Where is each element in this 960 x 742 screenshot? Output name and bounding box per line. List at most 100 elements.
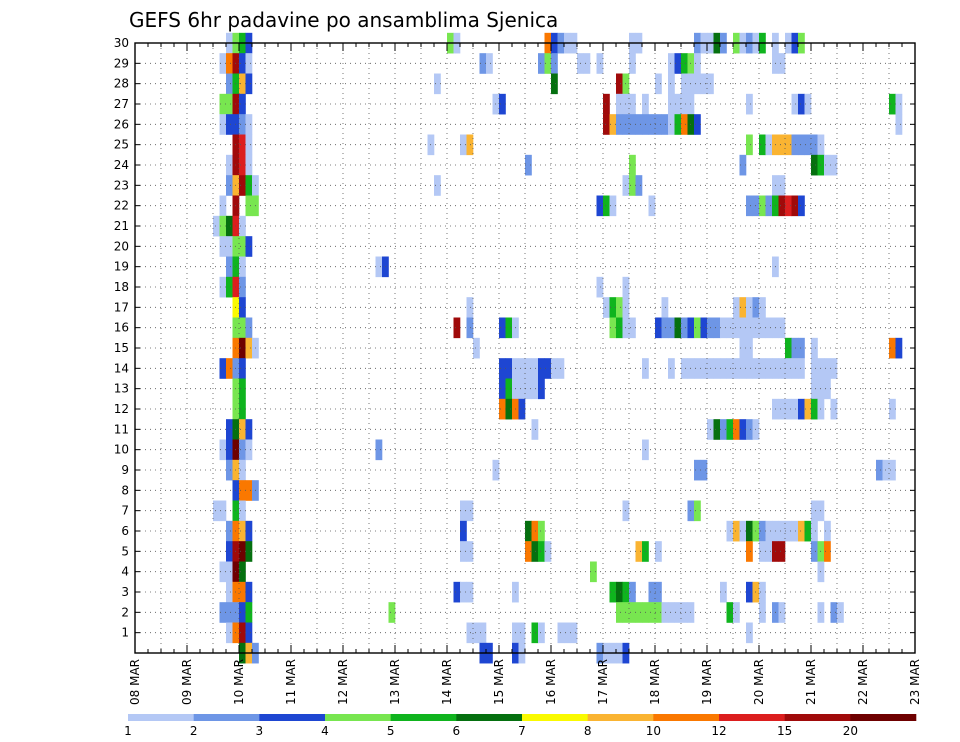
cell-m9-6 [876,459,883,481]
x-tick-label: 13 MAR [388,659,402,705]
x-tick-label: 15 MAR [492,659,506,705]
cell-m6-9 [733,520,740,542]
cell-m16-11 [629,317,636,339]
cell-m14-24 [733,358,740,379]
x-tick-label: 20 MAR [752,659,766,705]
cell-m2-6 [616,602,623,623]
cell-m24-2 [239,154,246,176]
cell-m4-1 [226,561,233,583]
cell-m8-2 [245,480,253,501]
colorbar-swatch [390,714,457,721]
cell-m9-8 [889,459,896,481]
cell-m15-4 [473,337,480,359]
cell-m18-1 [226,276,233,298]
cell-m16-16 [681,317,688,339]
cell-m5-17 [778,541,786,562]
cell-m16-3 [453,317,461,339]
y-tick-label: 14 [114,361,129,375]
cell-m25-7 [759,134,766,156]
cell-m4-3 [239,561,246,583]
cell-m12-10 [798,398,805,420]
cell-m3-3 [245,581,253,603]
cell-m21-4 [239,215,246,237]
cell-m14-23 [726,358,734,379]
cell-m12-15 [889,398,896,420]
cell-m14-9 [531,358,539,379]
cell-m15-7 [785,337,792,359]
cell-m14-0 [219,358,227,379]
cell-m25-6 [746,134,753,156]
cell-m2-1 [226,602,233,623]
cell-m25-11 [785,134,792,156]
cell-m12-14 [830,398,838,420]
cell-m15-9 [798,337,805,359]
cell-m14-19 [700,358,708,379]
cell-m29-9 [551,53,558,74]
cell-m24-3 [245,154,253,176]
cell-m14-38 [830,358,838,379]
cell-m26-14 [661,114,669,135]
cell-m13-11 [824,378,831,400]
cell-m25-1 [239,134,246,156]
cell-m3-8 [609,581,617,603]
cell-m29-6 [486,53,493,74]
y-tick-label: 22 [114,199,129,213]
cell-m14-28 [759,358,766,379]
cell-m27-17 [798,93,805,115]
cell-m1-10 [538,622,545,644]
cell-m13-8 [538,378,545,400]
cell-m22-0 [219,195,227,217]
cell-m5-0 [226,541,233,562]
cell-m2-19 [733,602,740,623]
cell-m8-1 [239,480,246,501]
cell-m14-33 [791,358,799,379]
cell-m15-2 [245,337,253,359]
cell-m22-11 [765,195,773,217]
cell-m29-4 [245,53,253,74]
cell-m27-6 [603,93,610,115]
y-tick-label: 25 [114,138,129,152]
colorbar-swatch [719,714,785,721]
cell-m6-20 [804,520,812,542]
cell-m20-1 [226,236,233,257]
cell-m2-11 [648,602,656,623]
cell-m29-5 [479,53,487,74]
cell-m13-2 [499,378,506,400]
cell-m19-3 [375,256,383,278]
chart-title: GEFS 6hr padavine po ansamblima Sjenica [129,8,558,32]
cell-m27-9 [629,93,636,115]
colorbar-label: 10 [646,724,661,738]
cell-m21-2 [226,215,233,237]
cell-m1-3 [245,622,253,644]
cell-m1-4 [466,622,474,644]
cell-m3-13 [655,581,662,603]
cell-m1-0 [226,622,233,644]
colorbar-swatch [193,714,260,721]
colorbar-swatch [128,714,194,721]
cell-m18-4 [596,276,604,298]
cell-m12-11 [804,398,812,420]
cell-m14-1 [226,358,233,379]
cell-m2-3 [239,602,246,623]
x-tick-label: 21 MAR [804,659,818,705]
cell-m23-0 [226,175,233,196]
cell-m19-0 [226,256,233,278]
cell-m15-6 [746,337,753,359]
cell-m3-14 [720,581,727,603]
cell-m11-10 [739,419,747,440]
cell-m15-5 [739,337,747,359]
cell-m11-6 [713,419,721,440]
y-tick-label: 8 [121,483,129,497]
y-tick-label: 30 [114,36,129,50]
cell-m17-9 [739,297,747,318]
cell-m1-5 [473,622,480,644]
y-tick-label: 5 [121,544,129,558]
cell-m16-24 [733,317,740,339]
x-tick-label: 10 MAR [232,659,246,705]
colorbar-label: 3 [256,724,264,738]
cell-m7-1 [219,500,227,522]
cell-m2-4 [245,602,253,623]
cell-m29-0 [219,53,227,74]
cell-m28-3 [245,73,253,95]
cell-m15-12 [895,337,903,359]
